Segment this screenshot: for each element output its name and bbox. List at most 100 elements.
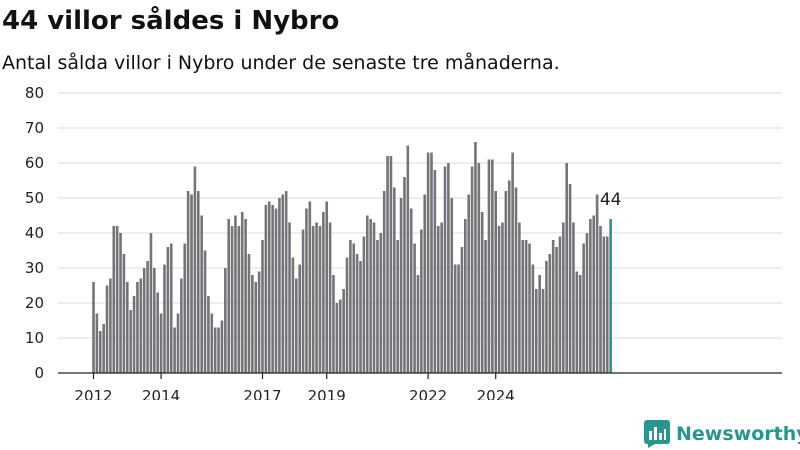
bar <box>562 222 565 373</box>
bar <box>278 198 281 373</box>
bar <box>105 285 109 373</box>
bar <box>298 264 301 373</box>
y-tick-label: 70 <box>25 119 44 137</box>
highlight-bar <box>609 219 612 373</box>
newsworthy-logo-icon <box>644 420 670 448</box>
bar <box>578 275 582 373</box>
bar <box>220 320 224 373</box>
bar <box>180 278 183 373</box>
bar <box>274 208 278 373</box>
bar <box>146 261 149 373</box>
bar <box>227 219 230 373</box>
bar <box>369 219 372 373</box>
bar <box>126 282 129 373</box>
annotations: 44 <box>600 190 622 210</box>
bar <box>534 289 538 373</box>
bar <box>169 243 173 373</box>
bar <box>129 310 132 373</box>
bar <box>592 215 596 373</box>
bar <box>176 313 180 373</box>
y-tick-label: 40 <box>25 224 44 242</box>
bar <box>318 226 322 373</box>
bar <box>501 222 504 373</box>
bar <box>477 163 481 373</box>
bar <box>311 226 315 373</box>
bar <box>494 191 498 373</box>
x-tick-label: 2024 <box>477 387 515 400</box>
bar <box>203 250 207 373</box>
bar <box>480 212 484 373</box>
y-tick-label: 80 <box>25 84 44 102</box>
bar <box>406 145 410 373</box>
bar <box>230 226 234 373</box>
bar <box>504 191 508 373</box>
bar <box>305 208 308 373</box>
y-tick-label: 50 <box>25 189 44 207</box>
bar <box>379 233 383 373</box>
bar <box>453 264 457 373</box>
bar <box>190 194 193 373</box>
y-tick-label: 0 <box>34 364 44 382</box>
bar <box>95 313 99 373</box>
bar <box>308 201 312 373</box>
bar <box>558 236 562 373</box>
bar <box>457 264 460 373</box>
bar <box>166 247 170 373</box>
bar <box>484 240 487 373</box>
bar <box>497 226 501 373</box>
bar <box>301 229 305 373</box>
bar <box>261 240 264 373</box>
y-axis: 0 10 20 30 40 50 60 70 80 <box>25 84 44 382</box>
bar <box>132 296 136 373</box>
bar <box>109 278 112 373</box>
bar <box>115 226 119 373</box>
bar <box>467 194 470 373</box>
bar <box>234 215 237 373</box>
bar <box>399 198 403 373</box>
bar <box>393 187 396 373</box>
bar <box>389 156 393 373</box>
bar <box>237 226 241 373</box>
bar <box>585 233 589 373</box>
bar <box>551 240 555 373</box>
bar <box>514 187 518 373</box>
bar <box>244 219 247 373</box>
bar <box>599 226 602 373</box>
bar <box>470 166 474 373</box>
bar <box>264 205 268 373</box>
bar <box>450 198 454 373</box>
bar <box>413 243 416 373</box>
bar <box>163 264 166 373</box>
bar <box>254 282 258 373</box>
bar <box>528 243 531 373</box>
bar <box>196 191 200 373</box>
bar <box>511 152 514 373</box>
bar <box>491 159 494 373</box>
x-tick-label: 2022 <box>409 387 447 400</box>
bar <box>332 275 335 373</box>
bar <box>149 233 153 373</box>
bar <box>288 222 291 373</box>
x-tick-label: 2019 <box>308 387 346 400</box>
bar <box>295 278 298 373</box>
bar <box>416 275 420 373</box>
bar <box>173 327 176 373</box>
bar <box>142 268 146 373</box>
bar <box>267 201 271 373</box>
y-tick-label: 10 <box>25 329 44 347</box>
bar <box>322 212 325 373</box>
bar <box>213 327 217 373</box>
bar <box>200 215 203 373</box>
bar <box>487 159 491 373</box>
bar <box>420 229 423 373</box>
bar <box>524 240 528 373</box>
bar <box>315 222 318 373</box>
bar <box>474 142 477 373</box>
bar <box>136 282 139 373</box>
bar <box>183 243 187 373</box>
bar <box>271 205 274 373</box>
bar <box>582 243 585 373</box>
bar <box>92 282 95 373</box>
bar <box>589 219 592 373</box>
bar <box>338 299 342 373</box>
